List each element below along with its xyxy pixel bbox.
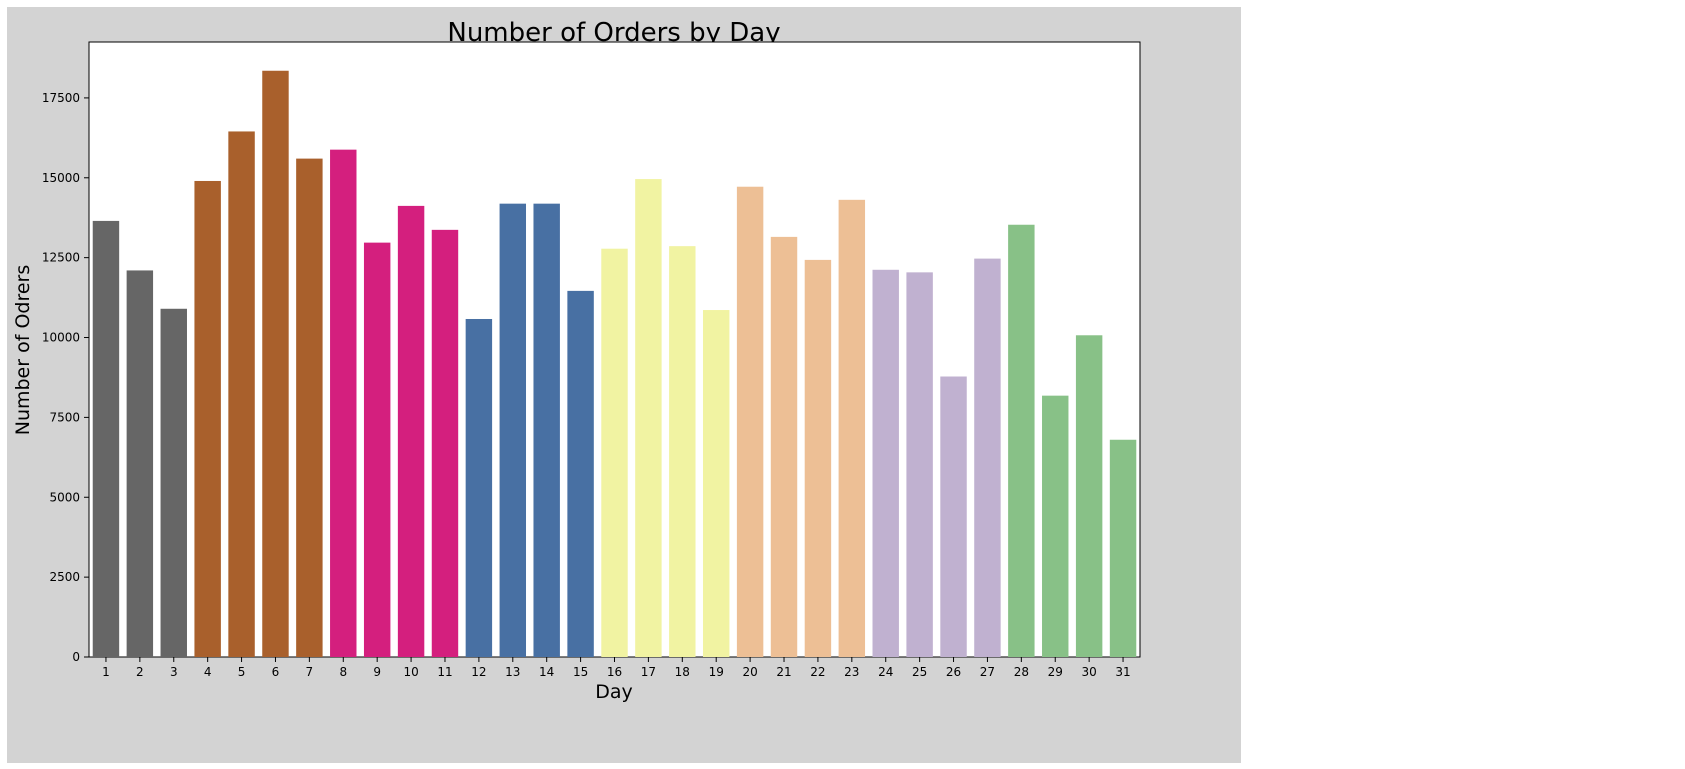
- bar-day-2: [126, 270, 154, 657]
- bar-day-22: [804, 259, 832, 657]
- bar-day-11: [431, 229, 459, 657]
- x-tick-label: 12: [471, 665, 486, 679]
- bar-day-4: [194, 180, 221, 657]
- x-tick-label: 4: [204, 665, 212, 679]
- bar-day-12: [465, 318, 493, 657]
- bar-day-21: [770, 236, 798, 657]
- x-tick-label: 10: [403, 665, 418, 679]
- bar-day-18: [669, 246, 696, 657]
- bar-day-9: [363, 242, 391, 657]
- bar-day-15: [567, 290, 594, 657]
- bar-day-17: [635, 179, 662, 657]
- y-tick-label: 5000: [49, 490, 80, 504]
- bar-day-8: [330, 149, 357, 657]
- bar-day-3: [160, 308, 187, 657]
- x-tick-label: 31: [1115, 665, 1130, 679]
- x-tick-label: 9: [373, 665, 381, 679]
- x-tick-label: 25: [912, 665, 927, 679]
- y-tick-label: 15000: [42, 171, 80, 185]
- x-tick-label: 7: [306, 665, 314, 679]
- y-tick-label: 12500: [42, 251, 80, 265]
- bar-day-10: [397, 205, 425, 657]
- y-tick-label: 2500: [49, 570, 80, 584]
- x-tick-label: 5: [238, 665, 246, 679]
- x-axis: 1 2 3 4 5 6 7 8 9 10 11 12 13 14 15 16 17 18 19 20 21 22 23 24 2…: [102, 657, 1131, 679]
- bar-day-28: [1008, 224, 1035, 658]
- bar-day-31: [1109, 439, 1137, 657]
- x-tick-label: 27: [980, 665, 995, 679]
- bar-day-26: [940, 376, 967, 657]
- bar-day-29: [1042, 395, 1069, 657]
- bar-day-23: [838, 199, 866, 657]
- y-axis: 0 2500 5000 7500 10000 12500 15000 17500: [42, 91, 89, 664]
- bar-day-5: [228, 131, 255, 657]
- bar-day-24: [872, 269, 899, 657]
- x-tick-label: 17: [641, 665, 656, 679]
- x-tick-label: 20: [742, 665, 757, 679]
- bar-day-16: [601, 248, 628, 657]
- bar-day-30: [1075, 335, 1103, 657]
- x-tick-label: 13: [505, 665, 520, 679]
- x-tick-label: 11: [437, 665, 452, 679]
- x-tick-label: 16: [607, 665, 622, 679]
- x-tick-label: 3: [170, 665, 178, 679]
- bar-day-25: [906, 272, 933, 657]
- x-tick-label: 24: [878, 665, 893, 679]
- x-tick-label: 26: [946, 665, 961, 679]
- bar-day-1: [92, 220, 120, 657]
- x-tick-label: 2: [136, 665, 144, 679]
- x-tick-label: 6: [272, 665, 280, 679]
- x-tick-label: 28: [1014, 665, 1029, 679]
- y-tick-label: 17500: [42, 91, 80, 105]
- bars-group: [92, 70, 1137, 658]
- bar-day-27: [974, 258, 1001, 657]
- bar-day-7: [296, 158, 323, 658]
- bar-chart: Number of Orders by Day 0250050007500100…: [12, 18, 1141, 703]
- x-tick-label: 8: [339, 665, 347, 679]
- bar-day-20: [736, 186, 764, 657]
- x-tick-label: 1: [102, 665, 110, 679]
- y-tick-label: 0: [72, 650, 80, 664]
- x-tick-label: 14: [539, 665, 554, 679]
- x-tick-label: 15: [573, 665, 588, 679]
- y-tick-label: 10000: [42, 331, 80, 345]
- x-tick-label: 22: [810, 665, 825, 679]
- x-tick-label: 19: [709, 665, 724, 679]
- x-axis-title: Day: [595, 681, 633, 703]
- x-tick-label: 30: [1082, 665, 1097, 679]
- y-axis-title: Number of Odrers: [12, 265, 34, 436]
- x-tick-label: 18: [675, 665, 690, 679]
- bar-day-13: [499, 203, 527, 657]
- bar-day-19: [702, 310, 730, 657]
- bar-day-6: [262, 70, 289, 657]
- x-tick-label: 29: [1048, 665, 1063, 679]
- x-tick-label: 21: [776, 665, 791, 679]
- bar-day-14: [533, 203, 560, 657]
- y-tick-label: 7500: [49, 410, 80, 424]
- x-tick-label: 23: [844, 665, 859, 679]
- figure-background: Number of Orders by Day 0 2500 5000 7500 100…: [7, 7, 1241, 763]
